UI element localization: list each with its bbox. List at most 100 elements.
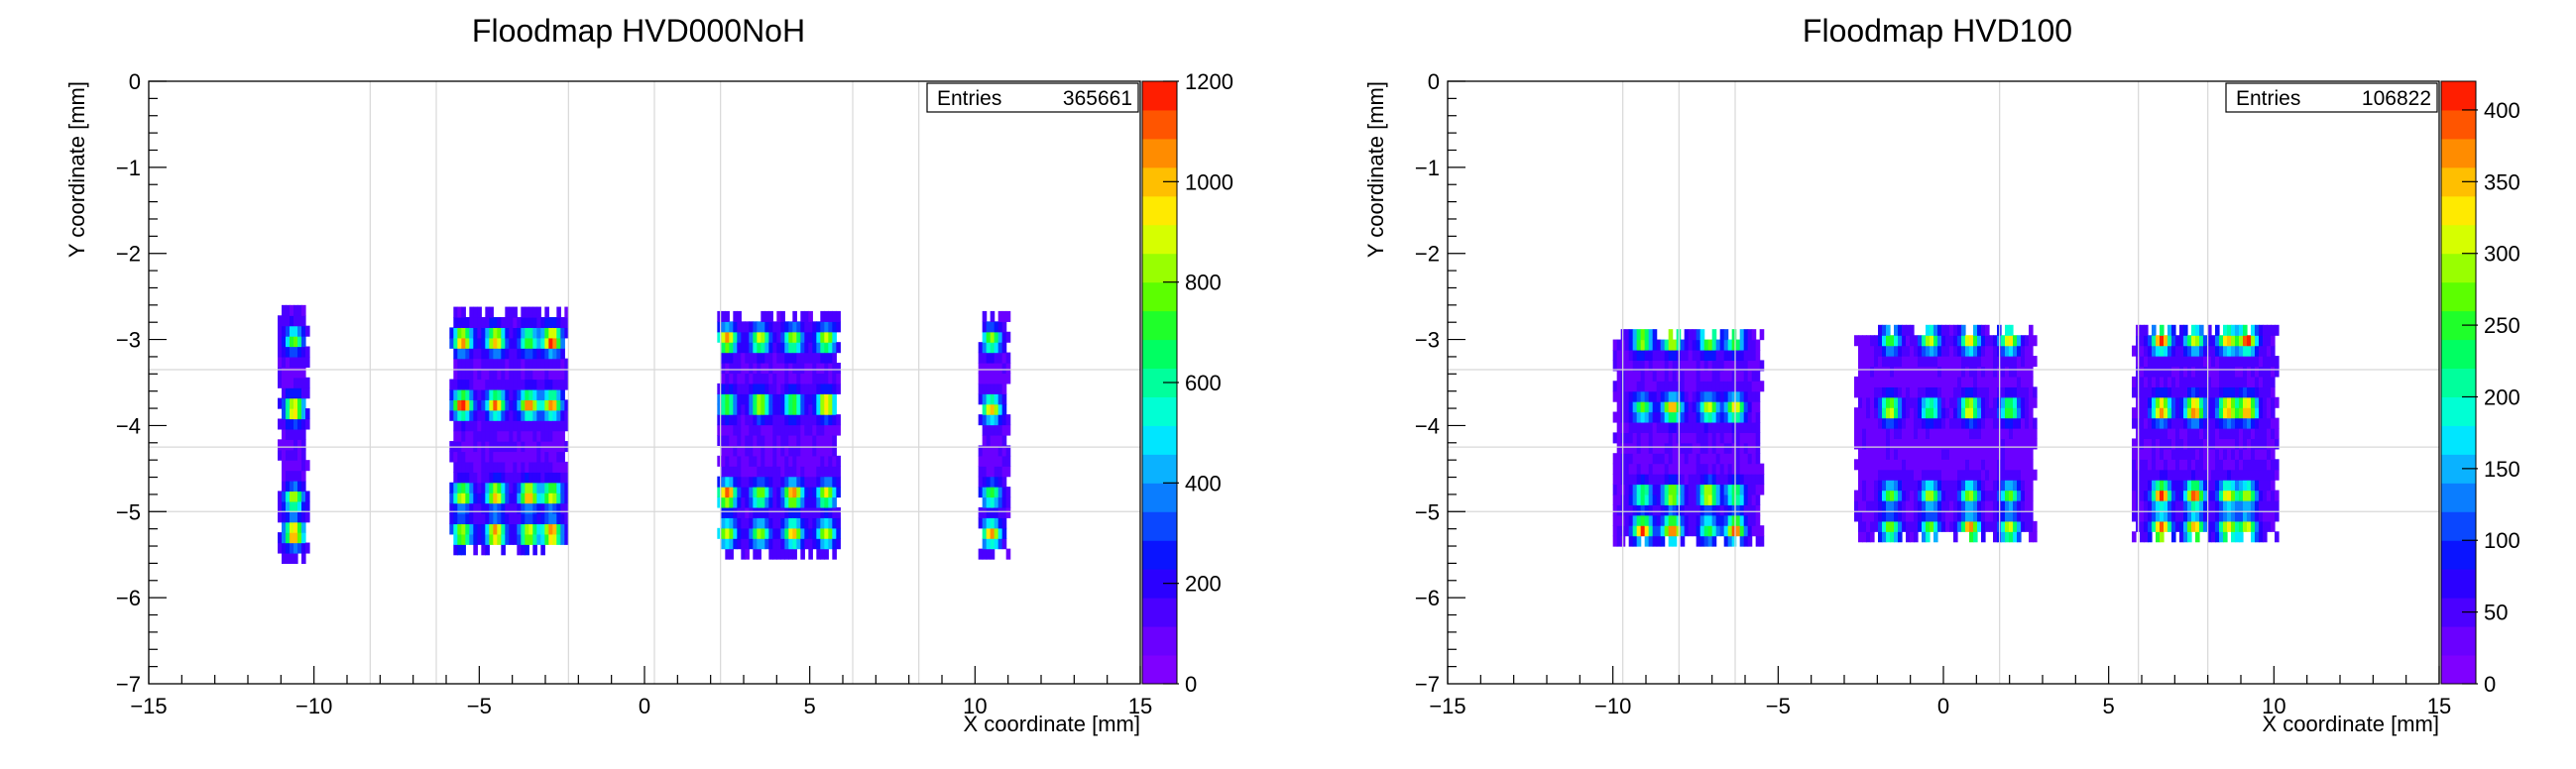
heatmap-cell [1862,386,1867,398]
heatmap-cell [1747,432,1753,444]
heatmap-cell [521,409,526,421]
heatmap-cell [2025,376,2030,387]
heatmap-cell [836,538,841,550]
heatmap-cell [808,476,813,488]
heatmap-cell [2215,366,2220,378]
heatmap-cell [2223,499,2228,512]
heatmap-cell [2021,335,2026,347]
heatmap-cell [1696,370,1701,382]
heatmap-cell [1914,469,1919,481]
heatmap-cell [1640,339,1646,351]
heatmap-cell [1878,490,1883,501]
heatmap-cell [1672,484,1678,495]
heatmap-cell [768,455,773,467]
heatmap-cell [1696,463,1701,475]
heatmap-cell [1890,469,1895,481]
heatmap-cell [1918,396,1923,408]
heatmap-cell [1862,499,1867,512]
heatmap-cell [477,430,482,442]
heatmap-cell [548,369,553,381]
heatmap-cell [725,506,730,518]
heatmap-cell [994,487,999,498]
heatmap-cell [788,383,793,394]
heatmap-cell [2152,324,2157,336]
heatmap-cell [2025,428,2030,440]
heatmap-cell [753,517,758,529]
heatmap-cell [757,466,761,478]
heatmap-cell [2215,356,2220,368]
heatmap-cell [1727,360,1733,372]
heatmap-cell [1616,535,1622,547]
heatmap-cell [816,487,821,498]
heatmap-cell [1878,396,1883,408]
heatmap-cell [532,533,537,545]
heatmap-cell [808,548,813,560]
heatmap-cell [1898,376,1903,387]
heatmap-cell [1684,360,1690,372]
heatmap-cell [2033,386,2038,398]
heatmap-cell [1739,329,1745,341]
heatmap-cell [517,358,522,370]
heatmap-cell [1664,360,1670,372]
heatmap-cell [2191,448,2196,460]
heatmap-cell [1692,411,1698,423]
heatmap-cell [2195,324,2200,336]
heatmap-cell [2033,356,2038,368]
heatmap-cell [1985,386,1990,398]
heatmap-cell [457,513,462,525]
heatmap-cell [808,445,813,457]
heatmap-cell [1953,448,1958,460]
heatmap-cell [772,506,777,518]
heatmap-cell [297,470,302,482]
heatmap-cell [278,500,283,512]
heatmap-cell [1660,432,1666,444]
heatmap-cell [469,337,474,349]
heatmap-cell [1862,356,1867,368]
heatmap-cell [2160,366,2165,378]
heatmap-cell [1656,390,1662,402]
heatmap-cell [2203,480,2208,492]
heatmap-cell [2167,448,2172,460]
heatmap-cell [513,533,518,545]
heatmap-cell [556,513,561,525]
heatmap-cell [1723,329,1729,341]
heatmap-cell [286,377,291,388]
heatmap-cell [1989,438,1994,450]
heatmap-cell [1870,510,1875,522]
heatmap-cell [2259,520,2264,532]
heatmap-cell [784,527,789,539]
heatmap-cell [1926,376,1931,387]
heatmap-cell [1628,535,1634,547]
heatmap-cell [749,496,754,508]
heatmap-cell [824,373,829,384]
heatmap-cell [2247,345,2252,357]
heatmap-cell [2199,448,2204,460]
heatmap-cell [528,316,533,329]
heatmap-cell [485,306,490,318]
heatmap-cell [1723,421,1729,433]
heatmap-cell [1957,448,1962,460]
heatmap-cell [2175,356,2180,368]
heatmap-cell [1965,499,1970,512]
y-tick-label: −5 [1415,499,1440,524]
heatmap-cell [2231,396,2236,408]
heatmap-cell [1973,520,1978,532]
heatmap-cell [517,337,522,349]
heatmap-cell [2021,480,2026,492]
heatmap-cell [2195,520,2200,532]
heatmap-cell [1981,428,1986,440]
heatmap-cell [828,363,833,375]
heatmap-cell [792,487,797,498]
heatmap-cell [461,348,466,360]
heatmap-cell [517,513,522,525]
heatmap-cell [982,538,988,550]
heatmap-cell [556,493,561,504]
heatmap-cell [820,424,825,436]
heatmap-cell [1941,448,1946,460]
heatmap-cell [493,523,498,535]
heatmap-cell [1727,339,1733,351]
heatmap-cell [461,388,466,400]
heatmap-cell [812,476,817,488]
heatmap-cell [2195,366,2200,378]
heatmap-cell [1696,504,1701,516]
